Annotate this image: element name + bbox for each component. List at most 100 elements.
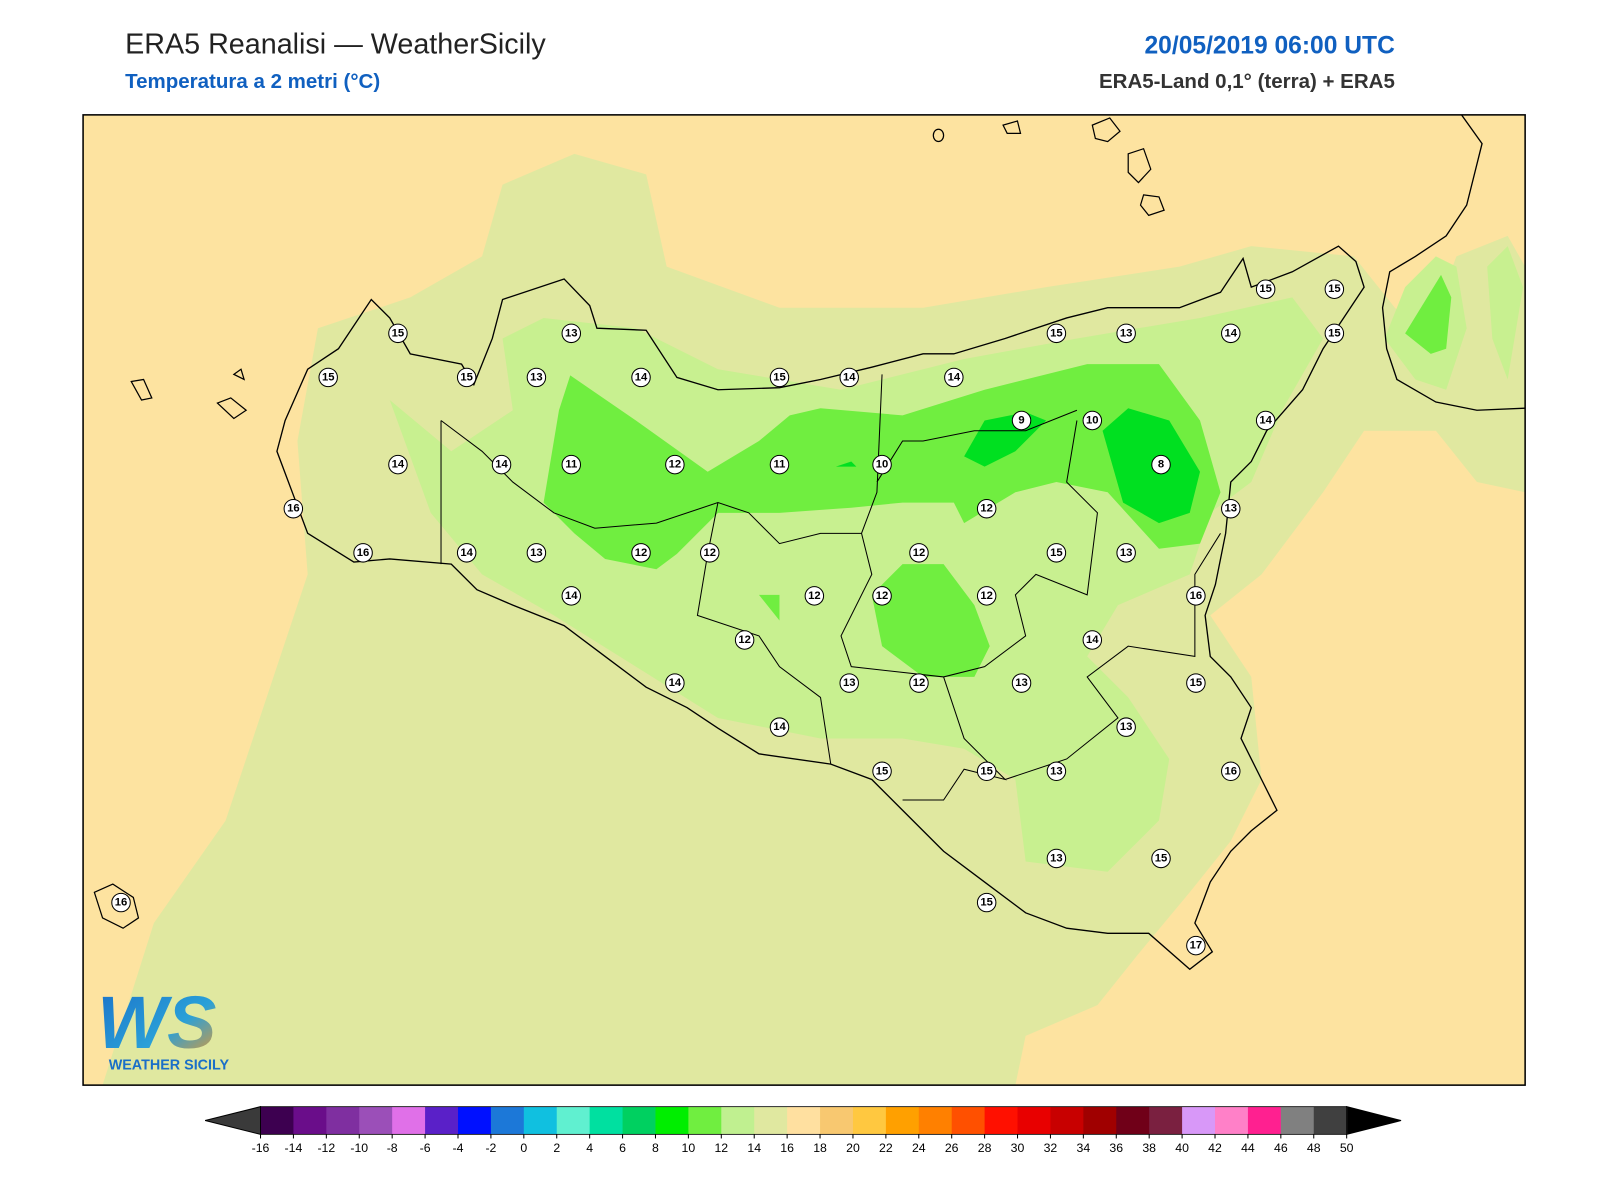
colorbar-tick-label: 4 [586,1141,593,1155]
island [1127,147,1165,217]
station: 13 [526,367,547,388]
station-value: 13 [1120,547,1133,559]
station-value: 15 [773,371,786,383]
station: 15 [1151,848,1171,869]
station-value: 15 [980,765,993,777]
station-value: 9 [1018,415,1024,427]
station-value: 12 [913,677,926,689]
station-value: 15 [322,371,335,383]
station-marker [1011,410,1032,431]
colorbar-tick-label: 18 [813,1141,827,1155]
station-value: 13 [1050,765,1063,777]
station: 15 [1186,673,1206,693]
station-value: 15 [1328,327,1341,339]
station-value: 8 [1158,459,1164,471]
station-marker [872,586,892,606]
colorbar-tick-label: 2 [553,1141,560,1155]
colorbar-swatch [688,1106,722,1135]
station-marker [839,367,859,388]
contour-8-10 [835,408,1200,524]
map-frame [82,114,1526,1086]
station: 12 [909,543,929,563]
provincial-borders [440,374,1221,801]
island [1002,120,1022,134]
coastline-calabria [1381,114,1526,411]
colorbar-tick-label: 32 [1044,1141,1058,1155]
station: 14 [561,586,582,606]
station-value: 13 [1050,852,1063,864]
station: 11 [769,454,790,475]
colorbar-tick-label: 14 [747,1141,761,1155]
station: 13 [1221,498,1241,519]
station: 13 [1046,848,1067,869]
source: ERA5-Land 0,1° (terra) + ERA5 [1099,70,1395,93]
station-value: 13 [1120,327,1133,339]
colorbar-extend-high [1346,1106,1402,1136]
map: 15 13 15 15 13 14 15 14 14 15 13 14 15 15 15 9 10 14 14 14 1… [83,114,1526,1086]
station-value: 17 [1190,940,1203,952]
station: 14 [631,367,651,388]
station-marker [318,367,338,388]
colorbar-swatch [754,1106,788,1135]
title: ERA5 Reanalisi — WeatherSicily [125,28,546,60]
station: 15 [318,367,338,388]
station-value: 14 [495,459,508,471]
station-value: 10 [876,459,889,471]
station-value: 14 [948,371,961,383]
station-marker [1046,543,1067,563]
colorbar-tick-label: 38 [1142,1141,1156,1155]
station-value: 11 [774,459,786,471]
station-value: 10 [1086,415,1099,427]
station-value: 13 [565,327,578,339]
colorbar-tick-label: 44 [1241,1141,1255,1155]
station: 15 [976,761,997,782]
station-marker [1324,323,1345,344]
colorbar-swatch [820,1106,854,1135]
colorbar-swatch [359,1106,393,1135]
island [932,128,945,143]
station-marker [804,586,825,606]
station-value: 13 [530,371,543,383]
station: 8 [1151,454,1171,475]
colorbar-swatch [1083,1106,1117,1135]
contour-cal-10-12 [1405,274,1452,354]
station-value: 13 [1120,721,1133,733]
station: 9 [1011,410,1032,431]
colorbar-tick-label: 16 [780,1141,794,1155]
contour-10-12 [543,364,1221,677]
colorbar-tick-label: 48 [1307,1141,1321,1155]
station: 10 [1082,410,1103,431]
station-marker [388,323,408,344]
colorbar-swatch [556,1106,591,1135]
colorbar-swatch [457,1106,492,1135]
colorbar-extend-low [205,1106,262,1136]
station-value: 15 [1050,547,1063,559]
station-value: 13 [1225,503,1238,515]
colorbar-swatch [523,1106,558,1135]
station: 14 [456,543,477,563]
station: 13 [1046,761,1067,782]
colorbar-tick-label: 12 [714,1141,728,1155]
station: 14 [491,454,512,475]
colorbar-tick-label: -12 [317,1141,335,1155]
station-value: 14 [460,547,473,559]
colorbar-tick-label: 30 [1011,1141,1025,1155]
station-value: 12 [669,459,682,471]
station-marker [1082,630,1103,650]
station: 15 [388,323,408,344]
colorbar-swatch [1215,1106,1249,1135]
colorbar-swatch [1182,1106,1216,1135]
station-value: 15 [980,897,993,909]
colorbar-tick-label: -14 [285,1141,303,1155]
colorbar-tick-label: 50 [1340,1141,1354,1155]
station-marker [872,761,892,782]
station: 15 [1324,323,1345,344]
station-value: 14 [1086,634,1099,646]
station: 13 [1116,543,1136,563]
station-value: 14 [635,371,648,383]
station: 15 [456,367,477,388]
station-value: 15 [460,371,473,383]
station-marker [839,673,859,693]
station: 16 [1186,586,1206,606]
